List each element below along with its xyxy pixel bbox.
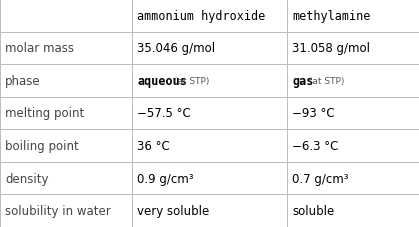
Text: very soluble: very soluble (137, 204, 209, 217)
Text: gas: gas (292, 75, 313, 88)
Text: density: density (5, 172, 49, 185)
Text: 31.058 g/mol: 31.058 g/mol (292, 42, 370, 55)
Text: −93 °C: −93 °C (292, 107, 335, 120)
Text: molar mass: molar mass (5, 42, 74, 55)
Text: melting point: melting point (5, 107, 84, 120)
Text: −57.5 °C: −57.5 °C (137, 107, 191, 120)
Text: boiling point: boiling point (5, 139, 79, 152)
Text: 36 °C: 36 °C (137, 139, 170, 152)
Text: methylamine: methylamine (292, 10, 370, 23)
Text: phase: phase (5, 75, 41, 88)
Text: 35.046 g/mol: 35.046 g/mol (137, 42, 215, 55)
Text: (at STP): (at STP) (307, 76, 345, 86)
Text: solubility in water: solubility in water (5, 204, 111, 217)
Text: soluble: soluble (292, 204, 334, 217)
Text: ammonium hydroxide: ammonium hydroxide (137, 10, 265, 23)
Text: aqueous: aqueous (137, 75, 187, 88)
Text: (at STP): (at STP) (171, 76, 209, 86)
Text: 0.9 g/cm³: 0.9 g/cm³ (137, 172, 194, 185)
Text: 0.7 g/cm³: 0.7 g/cm³ (292, 172, 349, 185)
Text: −6.3 °C: −6.3 °C (292, 139, 339, 152)
